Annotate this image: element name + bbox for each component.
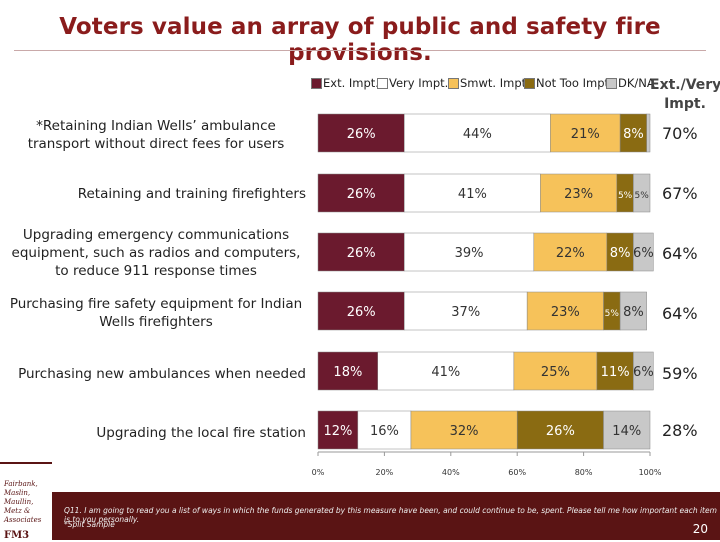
bar-segment	[633, 173, 651, 213]
bar-segment	[404, 113, 551, 153]
legend-swatch	[377, 78, 388, 89]
data-label: 12%	[323, 424, 352, 439]
logo-mark: FM3	[4, 530, 30, 541]
bar-segment	[633, 232, 654, 272]
row-label: Purchasing new ambulances when needed	[18, 366, 306, 382]
bar-segment	[404, 291, 528, 331]
bar-segment	[317, 291, 405, 331]
row-label: *Retaining Indian Wells’ ambulance trans…	[27, 118, 285, 152]
data-label: 26%	[347, 246, 376, 261]
x-tick-label: 60%	[508, 468, 526, 477]
data-label: 26%	[546, 424, 575, 439]
data-label: 26%	[347, 187, 376, 202]
data-label: 26%	[347, 127, 376, 142]
ext-very-total: 59%	[662, 364, 698, 383]
bar-segment	[516, 410, 604, 450]
bar-segment	[317, 410, 359, 450]
x-tick-label: 40%	[442, 468, 460, 477]
legend-swatch	[448, 78, 459, 89]
bar-segment	[606, 232, 634, 272]
bar-segment	[619, 291, 647, 331]
bar-segment	[404, 173, 541, 213]
bar-segment	[603, 410, 651, 450]
data-label: 5%	[635, 191, 650, 201]
data-label: 6%	[633, 365, 654, 380]
bar-segment	[317, 232, 405, 272]
title-divider	[14, 50, 706, 51]
data-label: 39%	[455, 246, 484, 261]
data-label: 8%	[610, 246, 631, 261]
company-logo: Fairbank, Maslin, Maullin, Metz & Associ…	[0, 462, 52, 542]
ext-very-header: Ext./Very Impt.	[650, 77, 720, 112]
data-label: 5%	[618, 191, 633, 201]
legend-label: Not Too Impt.	[536, 76, 613, 90]
row-label: Upgrading emergency communications equip…	[11, 227, 301, 279]
x-tick-label: 0%	[312, 468, 325, 477]
bar-segment	[410, 410, 518, 450]
legend-swatch	[524, 78, 535, 89]
data-label: 26%	[347, 305, 376, 320]
data-label: 18%	[333, 365, 362, 380]
data-label: 11%	[601, 365, 630, 380]
bar-segment	[357, 410, 412, 450]
legend-label: Smwt. Impt.	[460, 76, 530, 90]
bar-segment	[596, 351, 634, 391]
data-label: 23%	[551, 305, 580, 320]
data-label: 25%	[541, 365, 570, 380]
split-sample-note: *Split Sample	[64, 520, 115, 529]
data-label: 23%	[564, 187, 593, 202]
ext-very-total: 67%	[662, 184, 698, 203]
legend-label: Very Impt.	[389, 76, 449, 90]
logo-text: Fairbank, Maslin, Maullin, Metz & Associ…	[4, 480, 42, 524]
data-label: 32%	[450, 424, 479, 439]
bar-segment	[646, 113, 651, 153]
x-tick-label: 20%	[376, 468, 394, 477]
data-label: 44%	[463, 127, 492, 142]
legend-label: Ext. Impt.	[323, 76, 379, 90]
bar-segment	[526, 291, 604, 331]
footnote: Q11. I am going to read you a list of wa…	[64, 506, 717, 524]
bar-segment	[317, 351, 379, 391]
row-label: Retaining and training firefighters	[77, 186, 306, 202]
stacked-bar-chart: 26% 44% 21% 8%26% 41% 23% 5% 5%26% 39% 22% 8% 6%26%…	[312, 113, 662, 477]
data-label: 8%	[623, 127, 644, 142]
data-label: 41%	[458, 187, 487, 202]
data-label: 37%	[451, 305, 480, 320]
bar-segment	[317, 173, 405, 213]
bar-segment	[533, 232, 608, 272]
legend-label: DK/NA	[618, 76, 655, 90]
ext-very-total: 28%	[662, 421, 698, 440]
data-label: 22%	[556, 246, 585, 261]
data-label: 5%	[605, 309, 620, 319]
legend-swatch	[311, 78, 322, 89]
ext-very-total: 64%	[662, 304, 698, 323]
data-label: 6%	[633, 246, 654, 261]
data-label: 14%	[612, 424, 641, 439]
bar-segment	[633, 351, 654, 391]
x-tick-label: 80%	[575, 468, 593, 477]
data-label: 41%	[431, 365, 460, 380]
data-label: 16%	[370, 424, 399, 439]
ext-very-total: 70%	[662, 124, 698, 143]
ext-very-total: 64%	[662, 244, 698, 263]
legend-swatch	[606, 78, 617, 89]
footer-bar	[0, 492, 720, 540]
data-label: 8%	[623, 305, 644, 320]
row-label: Upgrading the local fire station	[96, 425, 306, 441]
bar-segment	[619, 113, 647, 153]
page-number: 20	[692, 522, 708, 536]
x-tick-label: 100%	[639, 468, 662, 477]
slide-title: Voters value an array of public and safe…	[59, 14, 661, 66]
bar-segment	[550, 113, 621, 153]
row-label: Purchasing fire safety equipment for Ind…	[9, 296, 303, 330]
bar-segment	[317, 113, 405, 153]
data-label: 21%	[571, 127, 600, 142]
bar-segment	[404, 232, 535, 272]
bar-segment	[540, 173, 618, 213]
